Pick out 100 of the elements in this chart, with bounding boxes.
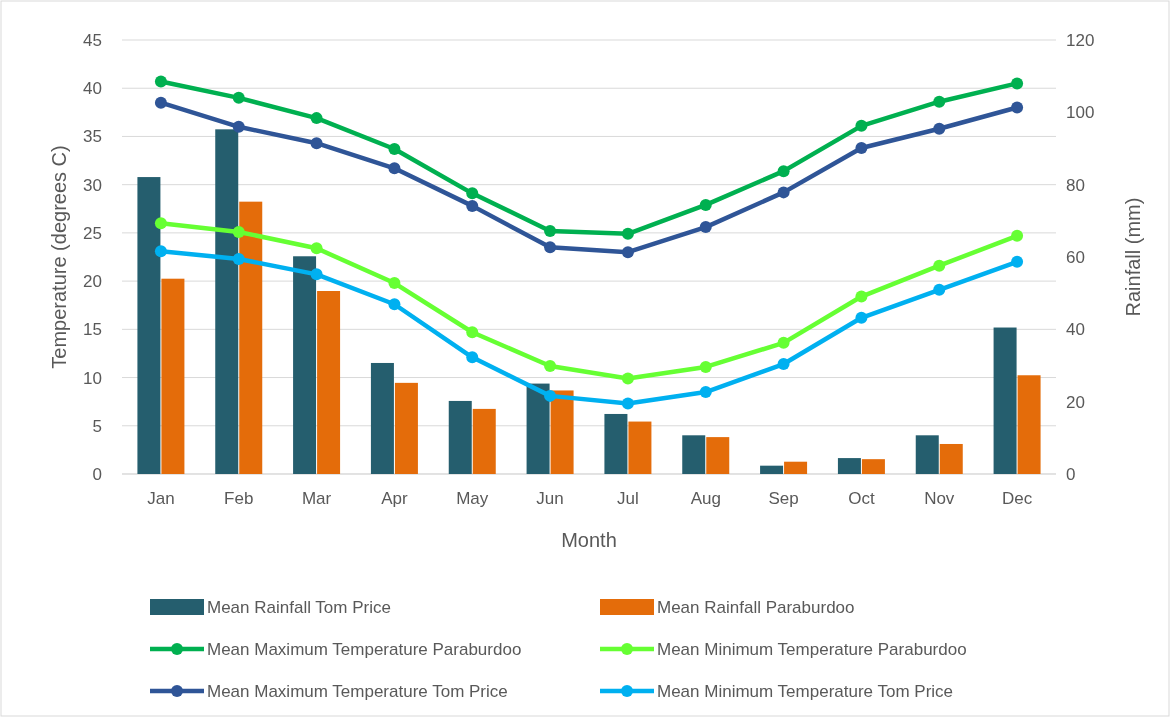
point — [466, 326, 479, 339]
y-tick-label: 30 — [83, 175, 102, 195]
legend-label: Mean Minimum Temperature Paraburdoo — [657, 639, 967, 659]
y2-tick-label: 20 — [1066, 392, 1085, 412]
point — [699, 360, 712, 373]
point — [621, 246, 634, 259]
point — [466, 199, 479, 212]
point — [232, 225, 245, 238]
point — [544, 359, 557, 372]
point — [699, 221, 712, 234]
x-axis-title: Month — [561, 529, 617, 551]
point — [777, 165, 790, 178]
bar — [837, 458, 861, 474]
x-tick-label: Feb — [224, 489, 254, 508]
x-tick-label: Nov — [924, 489, 955, 508]
bar — [915, 435, 939, 474]
point — [1011, 77, 1024, 90]
point — [855, 290, 868, 303]
x-tick-label: Jul — [617, 489, 639, 508]
bar — [161, 278, 185, 474]
y-tick-label: 5 — [92, 416, 102, 436]
y-tick-label: 20 — [83, 272, 102, 292]
y2-tick-label: 120 — [1066, 30, 1095, 50]
point — [310, 268, 323, 281]
bar — [394, 382, 418, 474]
x-tick-label: Aug — [690, 489, 721, 508]
bar — [137, 177, 161, 474]
legend-label: Mean Rainfall Tom Price — [207, 597, 391, 617]
point — [544, 389, 557, 402]
point — [466, 187, 479, 200]
point — [933, 95, 946, 108]
x-tick-label: May — [456, 489, 489, 508]
point — [154, 217, 167, 230]
bar — [239, 201, 263, 474]
point — [933, 259, 946, 272]
point — [388, 142, 401, 155]
bar — [526, 383, 550, 474]
bar — [784, 461, 808, 474]
point — [777, 186, 790, 199]
y2-tick-label: 100 — [1066, 103, 1095, 123]
point — [154, 75, 167, 88]
point — [855, 119, 868, 132]
bar — [706, 437, 730, 474]
point — [699, 386, 712, 399]
point — [933, 122, 946, 135]
x-tick-label: Apr — [381, 489, 408, 508]
legend-label: Mean Minimum Temperature Tom Price — [657, 681, 954, 701]
point — [232, 91, 245, 104]
y-tick-label: 35 — [83, 127, 102, 147]
point — [232, 252, 245, 265]
legend-label: Mean Maximum Temperature Tom Price — [207, 681, 508, 701]
point — [466, 351, 479, 364]
y2-tick-label: 0 — [1066, 464, 1076, 484]
x-tick-label: Dec — [1001, 489, 1033, 508]
bar — [550, 390, 574, 474]
bar — [448, 400, 472, 474]
point — [621, 372, 634, 385]
bar — [1017, 375, 1041, 474]
point — [1011, 229, 1024, 242]
point — [777, 336, 790, 349]
point — [310, 112, 323, 125]
bar — [604, 413, 628, 474]
point — [232, 120, 245, 133]
point — [855, 311, 868, 324]
y-tick-label: 25 — [83, 223, 102, 243]
point — [777, 358, 790, 371]
point — [621, 227, 634, 240]
bar — [293, 256, 317, 474]
x-tick-label: Jan — [147, 489, 175, 508]
point — [544, 241, 557, 254]
x-tick-label: Sep — [768, 489, 799, 508]
x-tick-label: Jun — [536, 489, 564, 508]
y2-tick-label: 40 — [1066, 320, 1085, 340]
point — [621, 397, 634, 410]
point — [1011, 101, 1024, 114]
y-tick-label: 40 — [83, 79, 102, 99]
y-tick-label: 10 — [83, 368, 102, 388]
point — [544, 224, 557, 237]
point — [699, 198, 712, 211]
y-tick-label: 0 — [92, 464, 102, 484]
bar — [760, 465, 784, 474]
point — [1011, 255, 1024, 268]
bar — [317, 291, 341, 474]
point — [310, 242, 323, 255]
legend-label: Mean Maximum Temperature Paraburdoo — [207, 639, 522, 659]
point — [388, 298, 401, 311]
y-tick-label: 15 — [83, 320, 102, 340]
x-tick-label: Mar — [301, 489, 332, 508]
point — [933, 283, 946, 296]
bar — [628, 421, 652, 474]
bar — [939, 443, 963, 474]
bar — [682, 435, 706, 474]
legend-label: Mean Rainfall Paraburdoo — [657, 597, 855, 617]
point — [154, 96, 167, 109]
bar — [861, 459, 885, 474]
bar — [472, 408, 496, 474]
point — [310, 137, 323, 150]
x-tick-label: Oct — [848, 489, 875, 508]
y-axis-title: Temperature (degrees C) — [48, 145, 70, 369]
y2-tick-label: 80 — [1066, 175, 1085, 195]
